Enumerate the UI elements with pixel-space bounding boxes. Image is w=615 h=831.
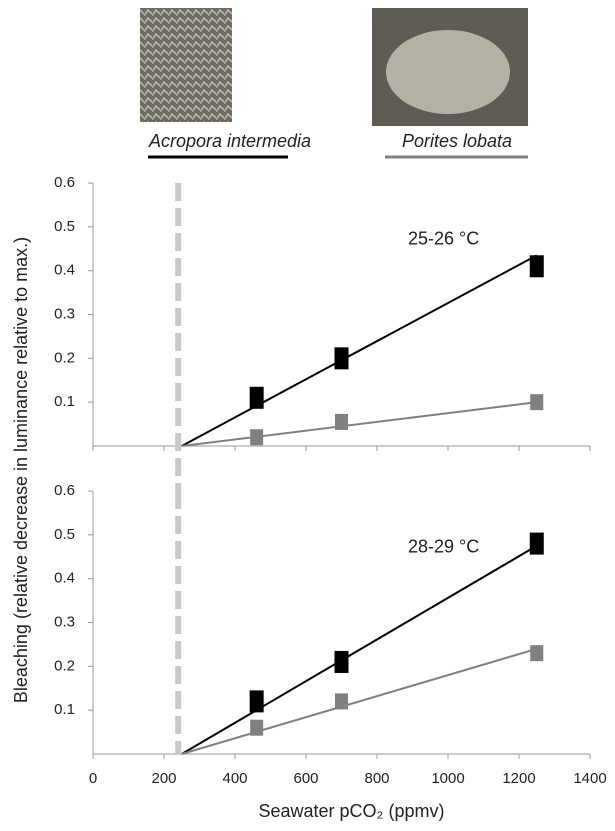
marker <box>530 645 544 662</box>
y-tick-label: 0.3 <box>54 305 75 322</box>
marker <box>334 650 349 673</box>
y-tick-label: 0.1 <box>54 393 75 410</box>
x-tick-label: 800 <box>364 770 389 787</box>
y-tick-label: 0.6 <box>54 174 75 191</box>
annotation: 28-29 °C <box>408 537 479 557</box>
x-tick-label: 1400 <box>573 770 606 787</box>
photo-acropora <box>140 8 232 122</box>
y-tick-label: 0.4 <box>54 262 75 279</box>
y-tick-label: 0.1 <box>54 701 75 718</box>
y-tick-label: 0.5 <box>54 526 75 543</box>
marker <box>335 693 348 710</box>
y-tick-label: 0.6 <box>54 482 75 499</box>
y-axis-label: Bleaching (relative decrease in luminanc… <box>11 237 31 703</box>
marker <box>335 413 348 430</box>
marker <box>250 719 264 736</box>
marker <box>530 394 544 411</box>
x-tick-label: 400 <box>222 770 247 787</box>
x-tick-label: 200 <box>151 770 176 787</box>
x-axis-label: Seawater pCO₂ (ppmv) <box>258 801 444 821</box>
y-tick-label: 0.2 <box>54 349 75 366</box>
legend-label: Porites lobata <box>402 131 512 151</box>
marker <box>529 255 544 278</box>
x-tick-label: 600 <box>293 770 318 787</box>
fit-line <box>181 647 538 755</box>
marker <box>249 386 264 409</box>
annotation: 25-26 °C <box>408 229 479 249</box>
x-tick-label: 1200 <box>502 770 535 787</box>
marker <box>250 429 264 446</box>
marker <box>334 347 349 370</box>
fit-line <box>181 401 537 447</box>
fit-line <box>181 254 538 447</box>
y-tick-label: 0.5 <box>54 218 75 235</box>
photo-porites-colony <box>386 30 510 114</box>
marker <box>249 690 264 713</box>
y-tick-label: 0.3 <box>54 613 75 630</box>
y-tick-label: 0.4 <box>54 570 75 587</box>
fit-line <box>181 544 538 755</box>
x-tick-label: 1000 <box>431 770 464 787</box>
y-tick-label: 0.2 <box>54 657 75 674</box>
x-tick-label: 0 <box>89 770 97 787</box>
marker <box>529 532 544 555</box>
legend-label: Acropora intermedia <box>148 131 311 151</box>
